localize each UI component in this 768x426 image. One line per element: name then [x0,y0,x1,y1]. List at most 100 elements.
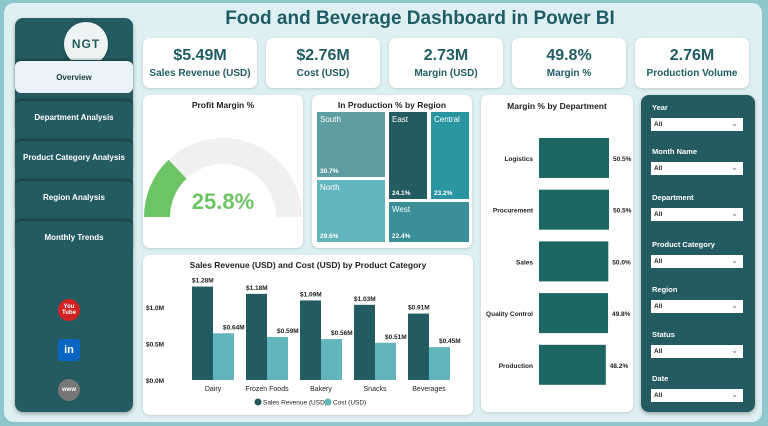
nav-department-analysis[interactable]: Department Analysis [15,100,133,133]
filter-label: Date [652,374,669,383]
gauge-fill [144,159,187,217]
category-label: Bakery [310,386,332,393]
revenue-bar[interactable] [246,293,267,380]
filter-panel: Year All ⌄ Month Name All ⌄ Department All ⌄ Prod… [641,95,755,412]
filter-region-dropdown[interactable]: All ⌄ [651,300,743,313]
profit-margin-gauge-card: Profit Margin % 25.8% [143,95,303,248]
category-label: Beverages [412,386,446,393]
margin-department-chart: Logistics 50.5% Procurement 50.5% Sales 50.0%… [486,138,632,385]
kpi-value: $2.76M [296,47,350,64]
chevron-down-icon: ⌄ [731,346,738,355]
treemap-tile-west[interactable]: West 22.4% [388,201,470,243]
filter-label: Status [652,330,675,339]
dept-value-label: 49.8% [612,311,631,318]
cost-bar[interactable] [321,339,342,380]
filter-department-dropdown[interactable]: All ⌄ [651,208,743,221]
legend-label: Cost (USD) [333,400,366,407]
kpi-value: 49.8% [546,47,592,64]
filter-product-category-dropdown[interactable]: All ⌄ [651,255,743,268]
y-tick-label: $0.0M [146,378,164,385]
legend-label: Sales Revenue (USD) [263,400,327,407]
revenue-bar[interactable] [192,286,213,380]
dept-value-label: 50.0% [612,259,631,266]
nav-label: Overview [56,72,92,82]
kpi-card: 49.8% Margin % [512,38,626,88]
kpi-value: $5.49M [173,47,227,64]
chevron-down-icon: ⌄ [731,209,738,218]
nav-product-category-analysis[interactable]: Product Category Analysis [15,140,133,173]
gauge-track [144,138,302,217]
bar-value-label: $0.59M [277,328,299,335]
dept-bar[interactable] [539,293,609,334]
filter-label: Department [652,193,694,202]
chevron-down-icon: ⌄ [731,119,738,128]
sales-chart-title: Sales Revenue (USD) and Cost (USD) by Pr… [189,260,427,270]
cost-bar[interactable] [213,333,234,380]
filter-label: Product Category [652,240,715,249]
kpi-label: Margin % [546,68,592,79]
treemap-tile-central[interactable]: Central 23.2% [430,111,470,200]
kpi-card: 2.73M Margin (USD) [389,38,503,88]
treemap-title: In Production % by Region [337,100,447,110]
dept-label: Quality Control [486,311,533,318]
gauge-title: Profit Margin % [191,100,255,110]
dept-bar[interactable] [539,241,609,282]
kpi-label: Cost (USD) [296,68,350,79]
kpi-card: 2.76M Production Volume [635,38,749,88]
globe-icon[interactable]: www [58,379,80,401]
logo: NGT [64,22,108,66]
bar-value-label: $1.28M [192,278,214,285]
treemap-tile-east[interactable]: East 24.1% [388,111,428,200]
bar-value-label: $0.45M [439,338,461,345]
dept-bar[interactable] [539,189,609,230]
bar-value-label: $1.18M [246,285,268,292]
cost-bar[interactable] [375,342,396,380]
linkedin-icon[interactable]: in [58,339,80,361]
category-label: Dairy [205,386,222,393]
bar-value-label: $0.64M [223,324,245,331]
nav-overview[interactable]: Overview [15,60,133,93]
nav-monthly-trends[interactable]: Monthly Trends [15,220,133,253]
nav-label: Monthly Trends [44,232,104,242]
nav-region-analysis[interactable]: Region Analysis [15,180,133,213]
kpi-label: Production Volume [646,68,738,79]
cost-bar[interactable] [267,336,288,380]
legend-marker [324,398,332,406]
nav-label: Product Category Analysis [23,152,125,162]
revenue-bar[interactable] [408,313,429,380]
youtube-icon[interactable]: You Tube [58,299,80,321]
dept-bar[interactable] [539,138,609,178]
kpi-value: 2.73M [423,47,469,64]
treemap-tile-north[interactable]: North 29.6% [316,179,386,243]
cost-bar[interactable] [429,347,450,380]
revenue-bar[interactable] [300,300,321,380]
dept-value-label: 48.2% [610,363,629,370]
filter-status-dropdown[interactable]: All ⌄ [651,345,743,358]
kpi-card: $5.49M Sales Revenue (USD) [143,38,257,88]
treemap-card: In Production % by Region South 30.7% Nort… [312,95,472,248]
filter-label: Month Name [652,147,697,156]
filter-date-dropdown[interactable]: All ⌄ [651,389,743,402]
margin-chart-title: Margin % by Department [507,101,607,111]
bar-value-label: $0.56M [331,330,353,337]
dept-value-label: 50.5% [613,208,632,215]
sales-cost-chart: $0.0M $0.5M $1.0M $1.28M $0.64M Dairy $1.18M $0… [146,278,461,407]
dept-bar[interactable] [539,344,606,385]
revenue-bar[interactable] [354,304,375,380]
kpi-card: $2.76M Cost (USD) [266,38,380,88]
chevron-down-icon: ⌄ [731,256,738,265]
dept-label: Production [499,363,533,370]
kpi-value: 2.76M [669,47,715,64]
y-tick-label: $0.5M [146,342,164,349]
gauge-value: 25.8% [192,189,254,214]
filter-month-name-dropdown[interactable]: All ⌄ [651,162,743,175]
nav-label: Region Analysis [43,192,105,202]
legend-marker [254,398,262,406]
category-label: Snacks [364,386,387,393]
filter-year-dropdown[interactable]: All ⌄ [651,118,743,131]
page-title: Food and Beverage Dashboard in Power BI [225,8,615,29]
nav-label: Department Analysis [34,112,114,122]
treemap-tile-south[interactable]: South 30.7% [316,111,386,178]
category-label: Frozen Foods [245,386,289,393]
chevron-down-icon: ⌄ [731,163,738,172]
